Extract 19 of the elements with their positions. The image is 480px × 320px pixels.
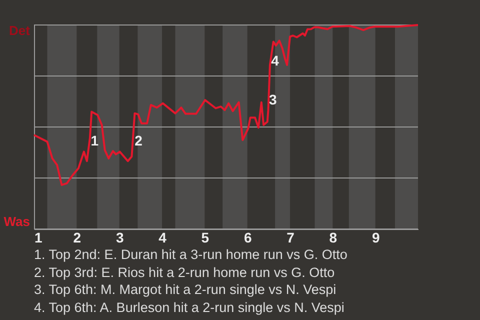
x-tick-label: 8 — [329, 230, 338, 246]
text: 4. Top 6th: A. Burleson hit a 2-run single vs N. Vespi — [34, 298, 346, 316]
x-tick-label: 2 — [73, 230, 82, 246]
text: 2. Top 3rd: E. Rios hit a 2-run home run vs G. Otto — [34, 264, 336, 281]
annotation: 4 — [271, 52, 280, 69]
text: 1. Top 2nd: E. Duran hit a 3-run home run vs G. Otto — [34, 246, 348, 264]
x-tick-label: 7 — [286, 230, 295, 246]
x-tick-label: 4 — [158, 230, 167, 246]
annotation: 3 — [269, 91, 278, 108]
text: Det — [9, 23, 31, 38]
text: Was — [4, 214, 30, 229]
annotation: 1 — [90, 132, 99, 148]
x-tick-label: 3 — [116, 230, 124, 246]
text: 3. Top 6th: M. Margot hit a 2-run single vs N. Vespi — [34, 281, 338, 298]
x-tick-label: 6 — [244, 230, 252, 246]
x-tick-label: 5 — [201, 230, 210, 246]
x-tick-label: 1 — [34, 230, 42, 246]
x-tick-label: 9 — [372, 230, 380, 246]
annotation: 2 — [134, 132, 143, 148]
